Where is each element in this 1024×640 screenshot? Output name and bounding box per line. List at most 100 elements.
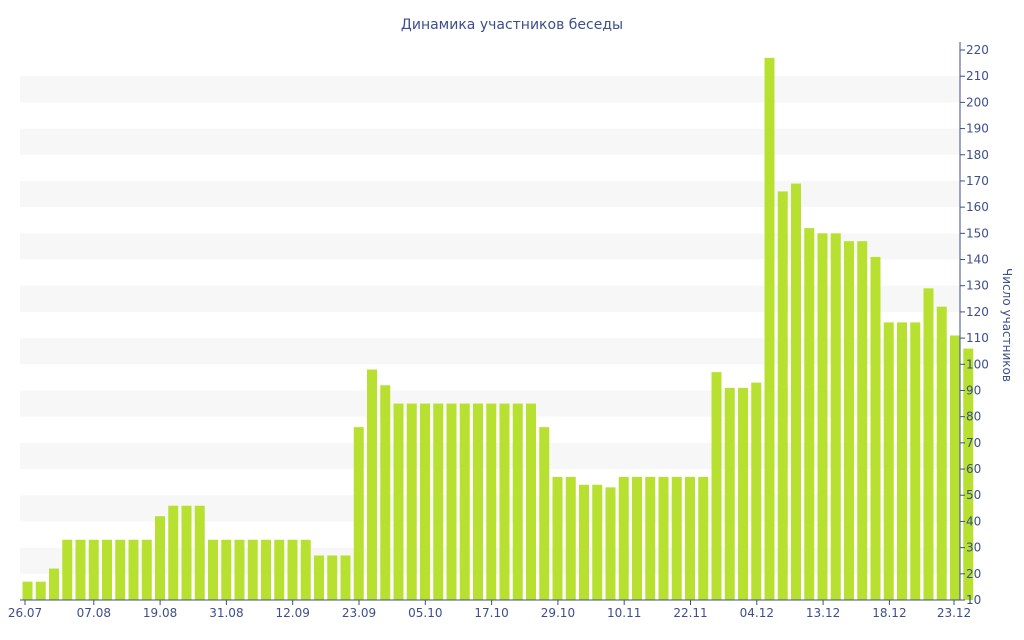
y-tick-label: 70 [966,436,981,450]
bar [181,505,192,600]
y-tick-label: 210 [966,69,989,83]
bar [764,57,775,601]
y-axis-ticks: 10 20 30 40 50 60 70 80 90 100 110 120 130 140 150 160 1… [960,43,989,607]
x-tick-label: 31.08 [209,606,243,620]
bar [314,555,324,600]
y-tick-label: 130 [966,279,989,293]
bar [459,403,470,600]
bar [751,382,762,600]
bar [936,306,947,600]
bar [115,539,126,600]
y-tick-label: 50 [966,488,981,502]
bar [367,369,377,600]
bar [512,403,523,600]
bar [777,191,788,600]
y-tick-label: 60 [966,462,981,476]
bar [155,516,165,600]
bar [950,335,960,600]
bar [261,539,271,600]
x-tick-label: 12.09 [276,606,310,620]
bar [883,322,894,600]
y-axis-title: Число участников [1000,268,1014,382]
bar [844,241,854,600]
bar [446,403,457,600]
bar [724,387,735,600]
bar [353,427,364,600]
y-tick-label: 160 [966,200,989,214]
bar [141,539,152,600]
bar [857,241,868,600]
bar [221,539,232,600]
y-tick-label: 100 [966,357,989,371]
bar [830,233,841,600]
bar [963,348,974,600]
bar [473,403,483,600]
x-tick-label: 18.12 [872,606,906,620]
bar [35,581,46,600]
x-tick-label: 13.12 [806,606,840,620]
bar [685,476,695,600]
bar [287,539,298,600]
y-tick-label: 90 [966,383,981,397]
y-tick-label: 140 [966,253,989,267]
bar [128,539,139,600]
x-axis-ticks: 26.07 07.08 19.08 31.08 12.09 23.09 05.10 17.10… [8,600,971,620]
x-tick-label: 26.07 [8,606,42,620]
grid-band [20,180,960,208]
bar [645,476,656,600]
bar [910,322,921,600]
y-tick-label: 80 [966,410,981,424]
bar [552,476,563,600]
bar [62,539,73,600]
bar [433,403,444,600]
y-tick-label: 220 [966,43,989,57]
bar [300,539,311,600]
grid-bands [20,76,960,574]
bar [658,476,669,600]
bar [698,476,709,600]
grid-band [20,76,960,103]
bar [327,555,338,600]
bar [565,476,576,600]
grid-band [20,285,960,312]
bar [791,183,801,600]
bar [22,581,33,600]
bar [579,484,589,600]
bar [804,228,815,600]
bar [393,403,404,600]
bar [340,555,351,600]
bar [102,539,112,600]
y-tick-label: 30 [966,541,981,555]
bar [923,288,934,600]
bar [499,403,510,600]
bar [208,539,218,600]
bar [897,322,907,600]
y-tick-label: 200 [966,95,989,109]
bar [817,233,828,600]
bar [168,505,179,600]
y-tick-label: 150 [966,226,989,240]
y-tick-label: 180 [966,148,989,162]
x-tick-label: 07.08 [77,606,111,620]
x-tick-label: 05.10 [408,606,442,620]
y-tick-label: 170 [966,174,989,188]
x-tick-label: 29.10 [541,606,575,620]
y-tick-label: 10 [966,593,981,607]
x-tick-label: 10.11 [607,606,641,620]
x-tick-label: 19.08 [143,606,177,620]
x-tick-label: 23.12 [937,606,971,620]
x-tick-label: 17.10 [474,606,508,620]
bars [22,57,974,601]
y-tick-label: 20 [966,567,981,581]
y-tick-label: 110 [966,331,989,345]
y-tick-label: 120 [966,305,989,319]
grid-band [20,128,960,155]
bar [194,505,205,600]
x-tick-label: 04.12 [740,606,774,620]
bar [380,385,391,600]
bar [671,476,682,600]
bar [605,487,616,600]
bar [711,372,722,600]
bar [406,403,417,600]
